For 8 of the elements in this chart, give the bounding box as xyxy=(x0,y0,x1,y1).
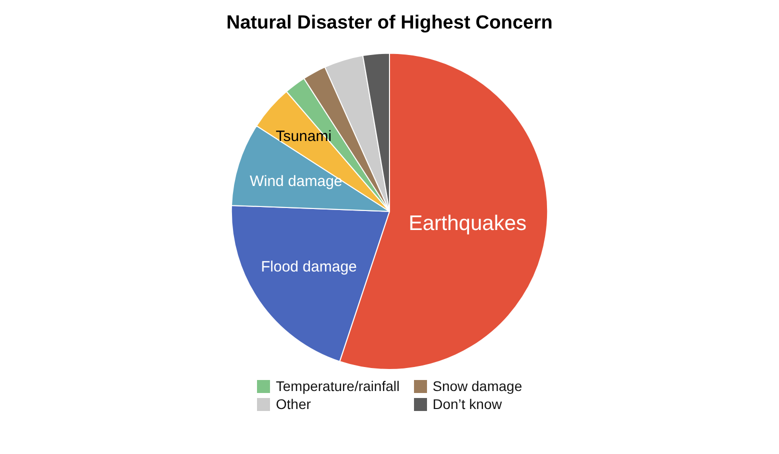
chart-title: Natural Disaster of Highest Concern xyxy=(226,12,553,34)
slice-label: Wind damage xyxy=(250,173,342,190)
slice-label: Earthquakes xyxy=(408,212,526,235)
slice-label: Flood damage xyxy=(261,258,357,276)
legend-label: Snow damage xyxy=(432,378,522,394)
legend-label: Other xyxy=(276,396,311,412)
legend-label: Temperature/rainfall xyxy=(276,378,400,394)
legend-label: Don’t know xyxy=(432,396,502,412)
